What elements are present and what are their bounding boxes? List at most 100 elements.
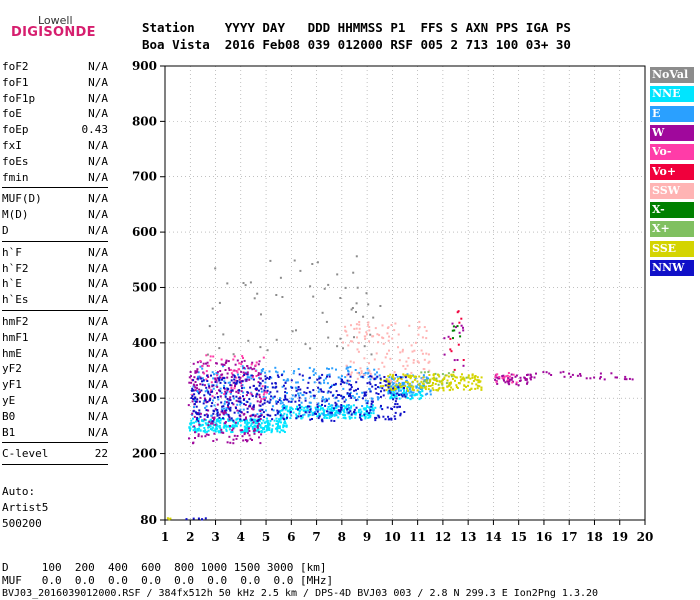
data-point-w: [243, 433, 246, 436]
data-point-nnw: [235, 395, 238, 398]
data-point-w: [525, 378, 528, 380]
data-point-nnw: [339, 410, 342, 413]
data-point-ssw: [349, 373, 352, 376]
data-point-nnw: [393, 405, 396, 408]
data-point-ssw: [397, 346, 399, 349]
data-point-nnw: [308, 376, 311, 379]
data-point-nnw: [294, 394, 297, 397]
data-point-nnw: [290, 379, 293, 382]
legend-item-x: X-: [650, 202, 694, 219]
data-point-nne: [210, 428, 213, 431]
data-point-nnw: [394, 400, 397, 403]
param-row: B0 N/A: [2, 410, 108, 424]
data-point-nne: [240, 419, 243, 422]
data-point-nnw: [246, 411, 249, 414]
data-point-nnw: [298, 404, 301, 407]
data-point-nnw: [338, 394, 341, 396]
data-point-nnw: [262, 411, 265, 414]
data-point-nnw: [349, 395, 352, 397]
param-name: MUF(D): [2, 192, 42, 206]
data-point-nnw: [399, 405, 401, 408]
data-point-sse: [399, 386, 402, 389]
data-point-nnw: [211, 402, 214, 405]
data-point-sse: [399, 382, 402, 385]
data-point-ssw: [344, 329, 347, 332]
data-point-nnw: [305, 392, 308, 395]
data-point-sse: [386, 380, 389, 383]
param-value: N/A: [88, 208, 108, 222]
legend-item-x: X+: [650, 221, 694, 238]
data-point-nnw: [283, 406, 286, 409]
data-point-sse: [386, 384, 389, 387]
data-point-e: [292, 372, 295, 375]
data-point-nne: [260, 430, 263, 432]
data-point-w: [224, 362, 227, 364]
data-point-ssw: [386, 332, 389, 335]
data-point-w: [216, 377, 219, 380]
data-point-ssw: [421, 336, 424, 339]
data-point-vo: [235, 376, 238, 379]
data-point-vo: [211, 395, 214, 398]
data-point-sse: [461, 377, 464, 380]
data-point-nne: [333, 409, 336, 411]
data-point-nne: [348, 415, 351, 418]
data-point-sse: [475, 383, 478, 386]
data-point-e: [364, 371, 367, 374]
data-point-w: [251, 439, 253, 441]
data-point-nne: [189, 429, 191, 432]
data-point-e: [323, 381, 326, 384]
data-point-ssw: [399, 351, 402, 354]
data-point-ssw: [369, 372, 372, 375]
data-point-e: [337, 376, 340, 379]
data-point-nne: [289, 410, 292, 412]
data-point-e: [403, 381, 406, 384]
data-point-ssw: [378, 334, 381, 337]
data-point-w: [451, 322, 454, 325]
data-point-nne: [230, 419, 233, 422]
data-point-ssw: [367, 323, 370, 326]
param-name: fmin: [2, 170, 29, 184]
data-point-e: [422, 374, 425, 377]
data-point-nne: [263, 427, 265, 430]
data-point-w: [232, 427, 235, 430]
data-point-e: [232, 397, 235, 400]
data-point-nnw: [387, 418, 390, 421]
data-point-e: [366, 367, 369, 370]
data-point-w: [190, 381, 193, 384]
data-point-nnw: [353, 389, 356, 392]
data-point-w: [203, 418, 206, 421]
data-point-nnw: [370, 403, 373, 405]
data-point-w: [579, 373, 582, 375]
data-point-w: [533, 376, 536, 379]
data-point-noval: [275, 338, 278, 341]
data-point-nne: [204, 419, 207, 421]
data-point-nne: [271, 424, 274, 427]
data-point-vo: [201, 365, 204, 368]
data-point-nnw: [203, 414, 206, 417]
data-point-nnw: [216, 411, 219, 414]
data-point-nne: [276, 420, 278, 423]
data-point-nnw: [306, 386, 309, 389]
data-point-nnw: [379, 377, 382, 380]
data-point-nne: [246, 425, 249, 428]
data-point-vo: [261, 385, 264, 388]
data-point-vo: [266, 391, 268, 394]
data-point-nnw: [185, 518, 188, 521]
data-point-w: [211, 385, 214, 388]
data-point-w: [224, 411, 227, 414]
data-point-noval: [266, 349, 269, 352]
data-point-vo: [203, 372, 206, 375]
data-point-ssw: [412, 361, 415, 364]
data-point-nnw: [210, 405, 213, 408]
data-point-e: [401, 383, 404, 386]
data-point-sse: [467, 376, 470, 379]
data-point-nne: [289, 417, 292, 420]
data-point-sse: [393, 389, 396, 391]
data-point-w: [207, 424, 210, 427]
y-tick-label: 200: [132, 447, 157, 461]
footer-distance-row: D 100 200 400 600 800 1000 1500 3000 [km…: [2, 561, 327, 574]
data-point-sse: [443, 377, 446, 380]
data-point-nnw: [357, 387, 359, 390]
data-point-nnw: [340, 404, 343, 406]
legend-item-e: E: [650, 105, 694, 122]
